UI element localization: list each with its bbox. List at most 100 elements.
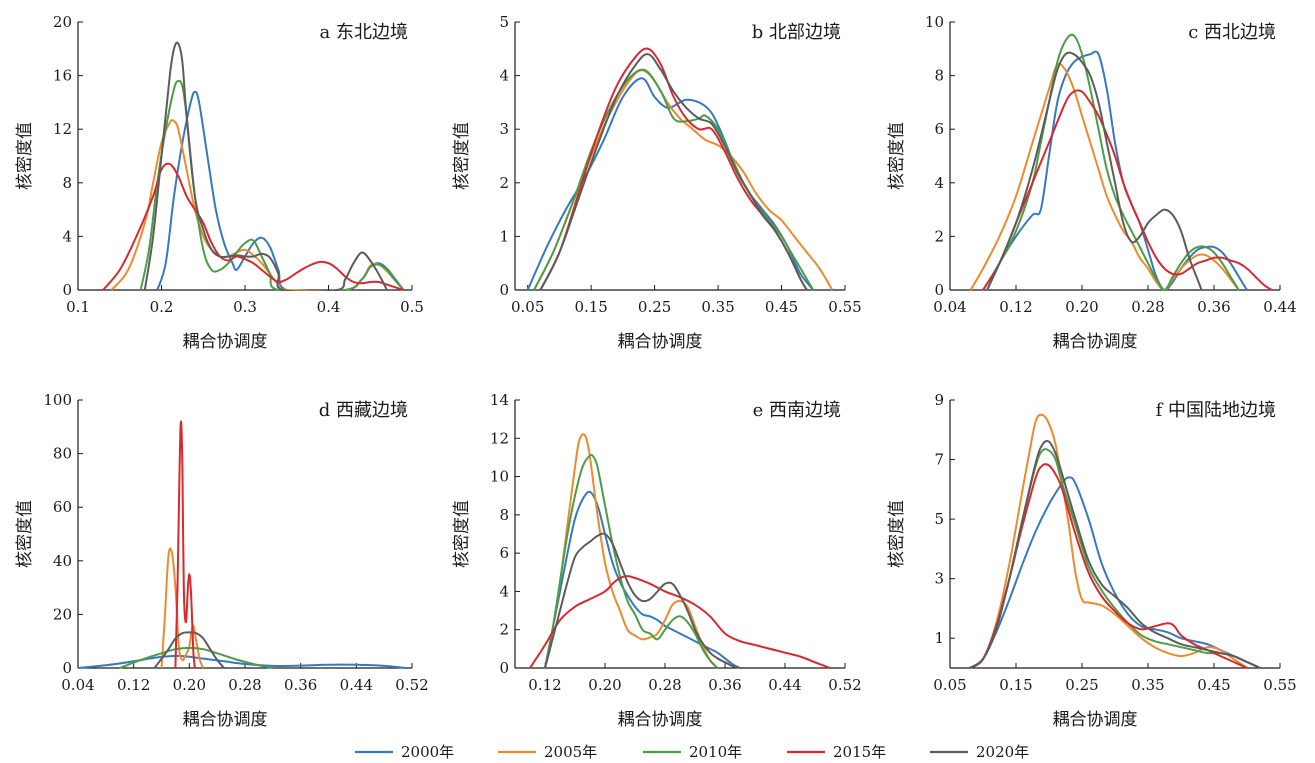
x-tick-label: 0.44 bbox=[1263, 298, 1296, 316]
series-line bbox=[969, 440, 1261, 669]
y-tick-label: 2 bbox=[934, 227, 944, 245]
y-tick-label: 5 bbox=[499, 13, 509, 31]
x-tick-label: 0.05 bbox=[933, 676, 966, 694]
panel-title: e 西南边境 bbox=[753, 400, 841, 421]
x-tick-label: 0.55 bbox=[1263, 676, 1296, 694]
series-line bbox=[544, 490, 741, 669]
y-tick-label: 4 bbox=[934, 174, 944, 192]
x-tick-label: 0.5 bbox=[400, 298, 424, 316]
x-tick-label: 0.04 bbox=[61, 676, 94, 694]
series-line bbox=[529, 575, 831, 669]
y-tick-label: 4 bbox=[499, 582, 509, 600]
x-tick-label: 0.05 bbox=[511, 298, 544, 316]
x-axis-title: 耦合协调度 bbox=[183, 332, 268, 352]
series-line bbox=[982, 89, 1273, 291]
y-tick-label: 6 bbox=[499, 544, 509, 562]
x-tick-label: 0.35 bbox=[1131, 676, 1164, 694]
panel-title: d 西藏边境 bbox=[319, 400, 408, 421]
x-tick-label: 0.3 bbox=[233, 298, 257, 316]
series-line bbox=[102, 162, 404, 291]
legend-item: 2000年 bbox=[355, 743, 454, 761]
legend-label: 2020年 bbox=[976, 743, 1029, 761]
y-tick-label: 3 bbox=[934, 570, 944, 588]
legend-item: 2010年 bbox=[643, 743, 742, 761]
x-tick-label: 0.20 bbox=[173, 676, 206, 694]
legend-label: 2005年 bbox=[544, 743, 597, 761]
x-tick-label: 0.1 bbox=[66, 298, 90, 316]
y-axis-title: 核密度值 bbox=[15, 122, 35, 190]
y-tick-label: 60 bbox=[53, 498, 72, 516]
x-tick-label: 0.25 bbox=[638, 298, 671, 316]
y-tick-label: 20 bbox=[53, 13, 72, 31]
series-line bbox=[160, 547, 205, 669]
x-tick-label: 0.45 bbox=[1197, 676, 1230, 694]
legend-label: 2015年 bbox=[833, 743, 886, 761]
y-tick-label: 4 bbox=[499, 67, 509, 85]
y-tick-label: 2 bbox=[499, 621, 509, 639]
chart-panel: 0 4 8 12 16 20 0.1 0.2 0.3 0.4 0.5 耦合协调度 核密度值 a 东北边境 bbox=[15, 13, 424, 352]
x-tick-label: 0.12 bbox=[117, 676, 150, 694]
y-tick-label: 7 bbox=[934, 451, 944, 469]
y-axis-title: 核密度值 bbox=[15, 500, 35, 568]
x-tick-label: 0.52 bbox=[395, 676, 428, 694]
y-tick-label: 20 bbox=[53, 605, 72, 623]
x-tick-label: 0.36 bbox=[1197, 298, 1230, 316]
series-line bbox=[539, 53, 808, 291]
x-axis-title: 耦合协调度 bbox=[1053, 332, 1138, 352]
x-tick-label: 0.45 bbox=[765, 298, 798, 316]
series-line bbox=[969, 413, 1248, 669]
x-tick-label: 0.20 bbox=[588, 676, 621, 694]
y-tick-label: 0 bbox=[62, 281, 72, 299]
panel-title: a 东北边境 bbox=[320, 22, 408, 43]
x-tick-label: 0.28 bbox=[648, 676, 681, 694]
y-tick-label: 6 bbox=[934, 120, 944, 138]
y-tick-label: 10 bbox=[925, 13, 944, 31]
series-line bbox=[526, 77, 815, 291]
y-tick-label: 0 bbox=[62, 659, 72, 677]
x-tick-label: 0.15 bbox=[574, 298, 607, 316]
y-tick-label: 12 bbox=[53, 120, 72, 138]
panel-title: b 北部边境 bbox=[752, 22, 841, 43]
series-line bbox=[544, 433, 719, 669]
legend-label: 2000年 bbox=[401, 743, 454, 761]
x-tick-label: 0.04 bbox=[933, 298, 966, 316]
y-tick-label: 80 bbox=[53, 445, 72, 463]
x-tick-label: 0.2 bbox=[150, 298, 174, 316]
chart-panel: 0 2 4 6 8 10 0.04 0.12 0.20 0.28 0.36 0.44 耦合协调度 核密度值… bbox=[887, 13, 1297, 352]
x-tick-label: 0.36 bbox=[284, 676, 317, 694]
y-tick-label: 3 bbox=[499, 120, 509, 138]
chart-panel: 1 3 5 7 9 0.05 0.15 0.25 0.35 0.45 0.55 耦合协调度 核密度值 f … bbox=[887, 391, 1297, 730]
x-tick-label: 0.52 bbox=[828, 676, 861, 694]
panel-title: c 西北边境 bbox=[1188, 22, 1276, 43]
series-line bbox=[533, 68, 815, 291]
x-axis-title: 耦合协调度 bbox=[618, 710, 703, 730]
series-line bbox=[969, 62, 1240, 291]
y-tick-label: 0 bbox=[934, 281, 944, 299]
legend-item: 2005年 bbox=[498, 743, 597, 761]
y-axis-title: 核密度值 bbox=[887, 500, 907, 568]
series-line bbox=[119, 646, 273, 669]
x-axis-title: 耦合协调度 bbox=[183, 710, 268, 730]
y-tick-label: 14 bbox=[490, 391, 509, 409]
x-axis-title: 耦合协调度 bbox=[618, 332, 703, 352]
y-tick-label: 1 bbox=[934, 629, 944, 647]
x-tick-label: 0.12 bbox=[999, 298, 1032, 316]
x-axis-title: 耦合协调度 bbox=[1053, 710, 1138, 730]
series-line bbox=[544, 532, 741, 669]
x-tick-label: 0.28 bbox=[228, 676, 261, 694]
y-tick-label: 10 bbox=[490, 468, 509, 486]
y-tick-label: 5 bbox=[934, 510, 944, 528]
x-tick-label: 0.4 bbox=[317, 298, 341, 316]
y-axis-title: 核密度值 bbox=[452, 122, 472, 190]
chart-panel: 0 1 2 3 4 5 0.05 0.15 0.25 0.35 0.45 0.55 耦合协调度 核密度值 b… bbox=[452, 13, 862, 352]
x-tick-label: 0.15 bbox=[999, 676, 1032, 694]
x-tick-label: 0.36 bbox=[708, 676, 741, 694]
y-tick-label: 12 bbox=[490, 429, 509, 447]
chart-panel: 0 2 4 6 8 10 12 14 0.12 0.20 0.28 0.36 0.44 0.52 耦合协调度… bbox=[452, 391, 862, 730]
series-line bbox=[969, 463, 1248, 669]
series-line bbox=[533, 69, 834, 291]
y-tick-label: 2 bbox=[499, 174, 509, 192]
y-tick-label: 0 bbox=[499, 659, 509, 677]
